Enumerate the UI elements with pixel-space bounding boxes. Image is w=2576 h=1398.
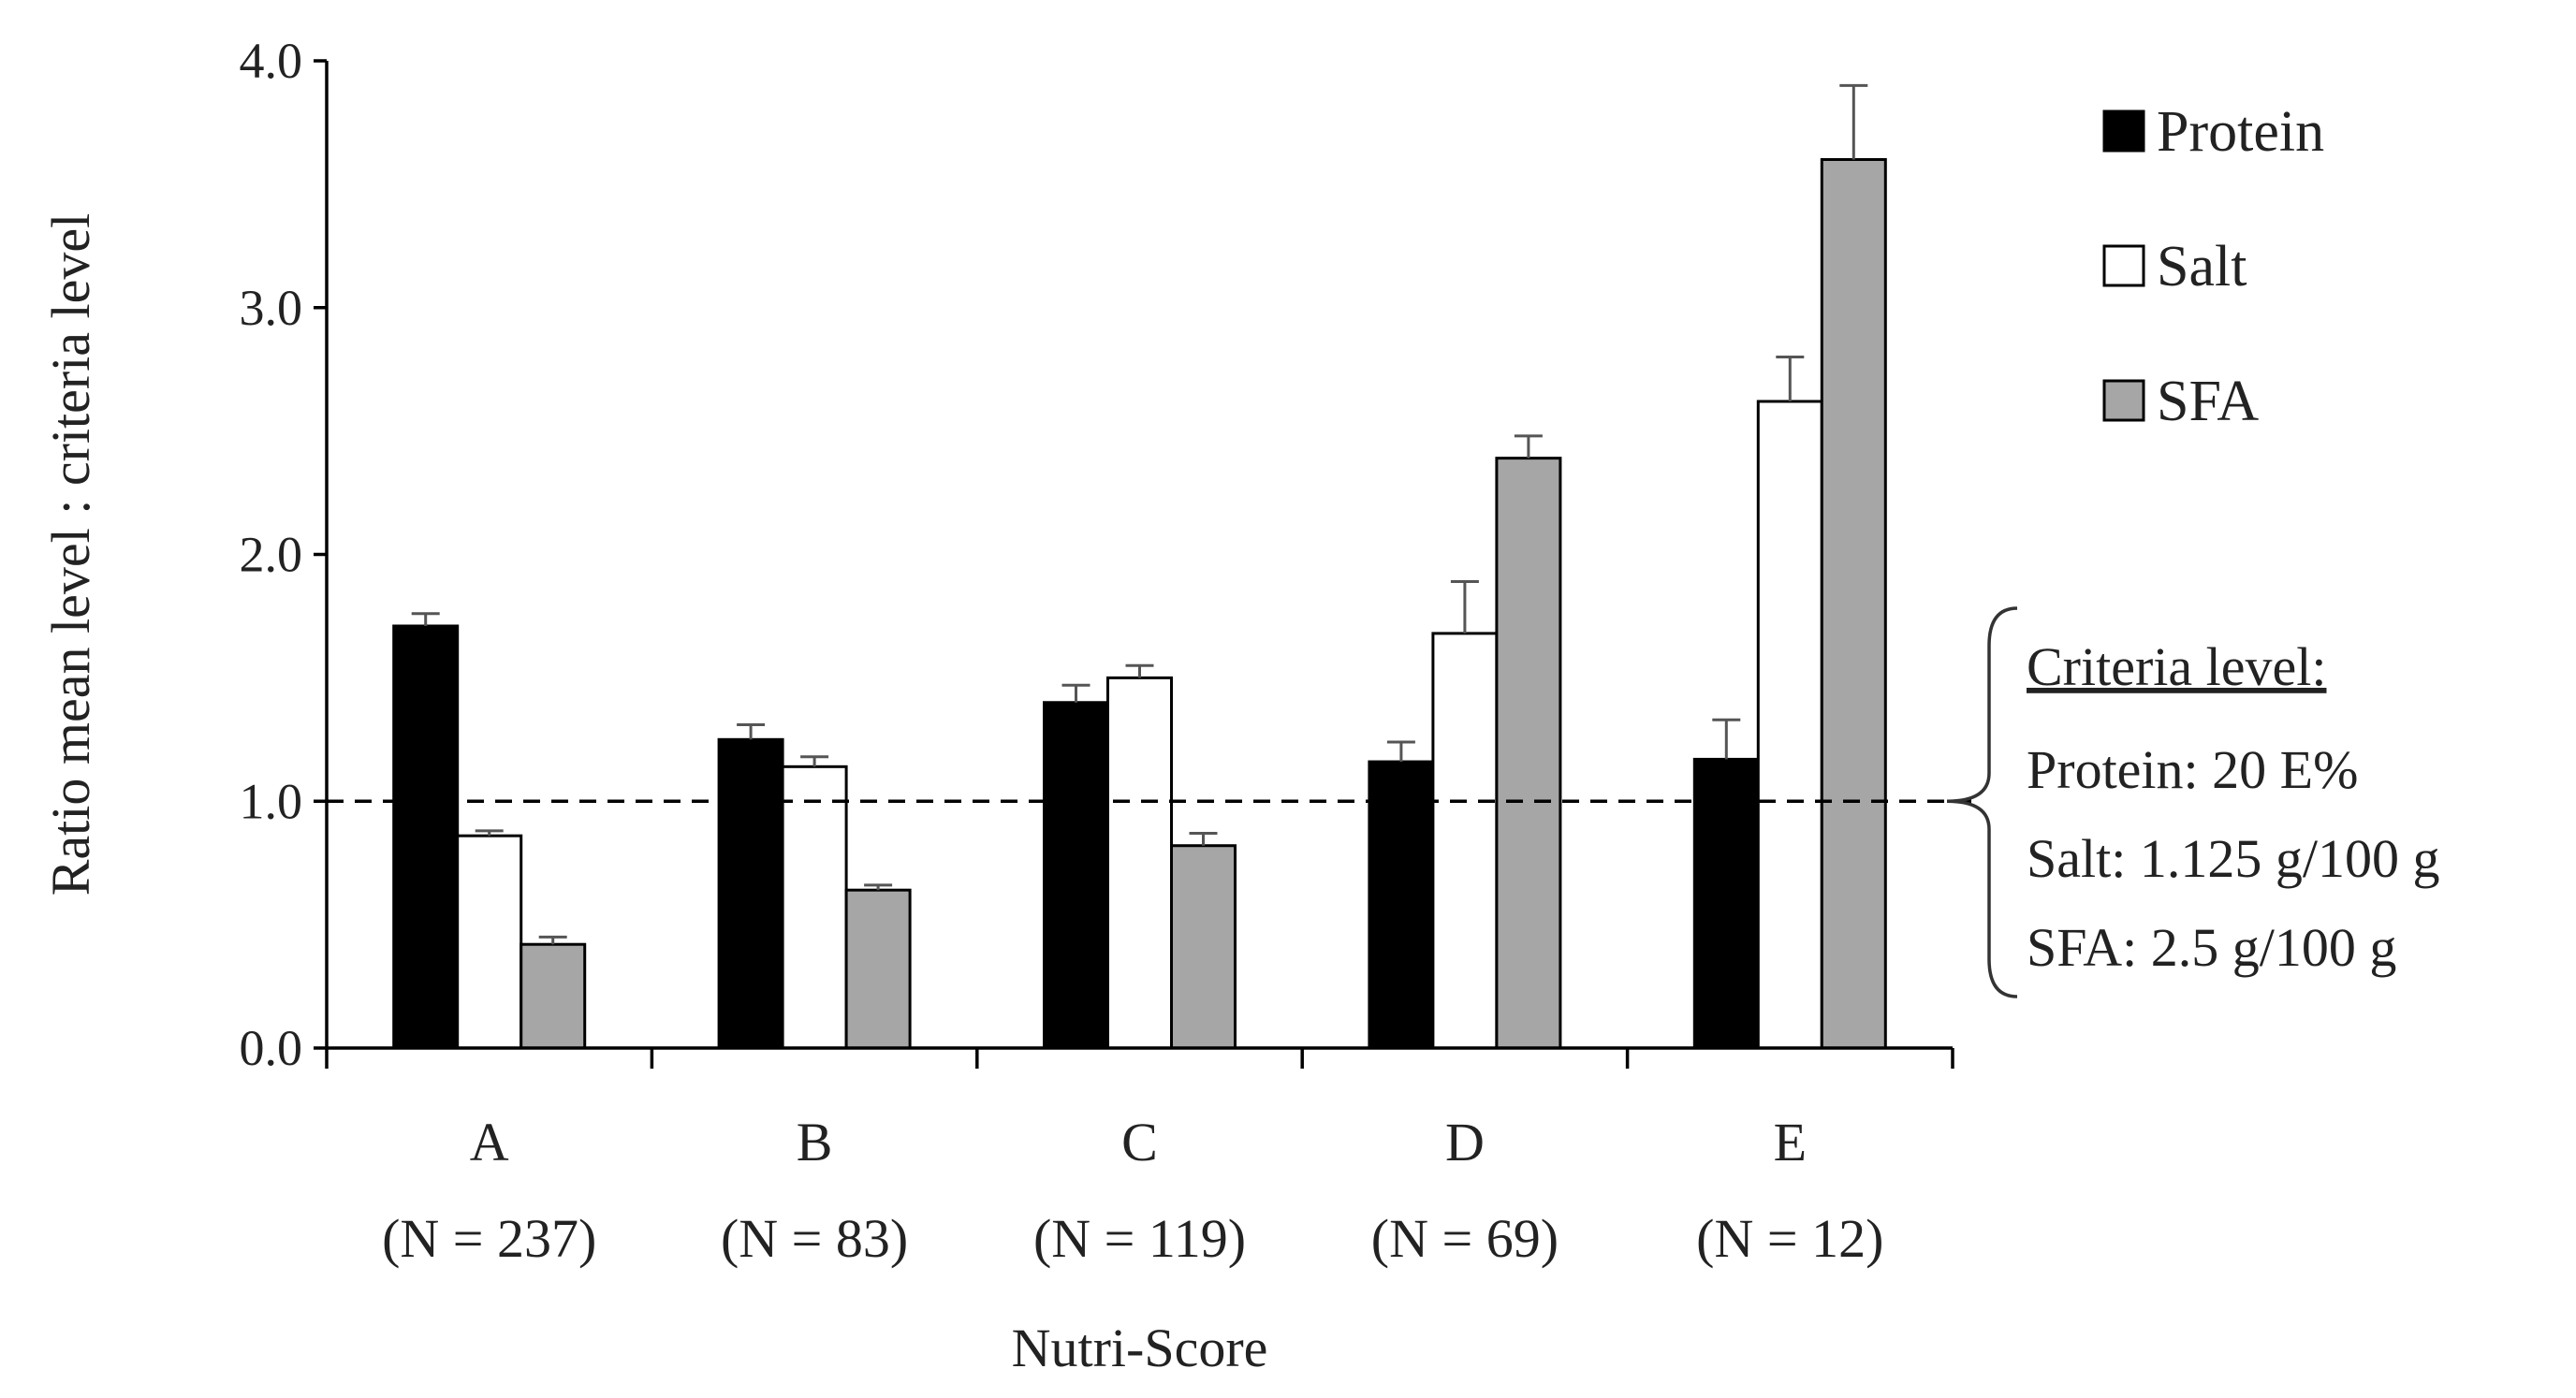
legend: Protein Salt SFA [2102,100,2324,433]
bar-protein-e [1692,757,1760,1050]
axes-layer: 0.0 1.0 2.0 3.0 4.0 A (N = 237) B (N = 83) C (N = … [240,33,1954,1269]
bar-sfa-a [520,942,587,1050]
bar-sfa-d [1495,457,1562,1050]
x-category-label: B [797,1112,833,1172]
criteria-title: Criteria level: [2027,636,2326,697]
x-category-label: A [470,1112,509,1172]
legend-label-salt: Salt [2157,235,2247,299]
legend-swatch-protein [2102,109,2145,153]
criteria-annotation: Criteria level: Protein: 20 E% Salt: 1.1… [1946,606,2439,998]
x-category-count: (N = 237) [382,1208,596,1269]
criteria-line-salt: Salt: 1.125 g/100 g [2027,828,2439,889]
bar-protein-d [1368,760,1435,1050]
criteria-line-sfa: SFA: 2.5 g/100 g [2027,917,2396,978]
bar-protein-a [392,624,460,1050]
x-category-count: (N = 12) [1696,1208,1883,1269]
x-category-label: C [1121,1112,1158,1172]
criteria-line-protein: Protein: 20 E% [2027,739,2358,800]
y-tick-label: 1.0 [240,773,303,829]
y-tick-label: 4.0 [240,33,303,89]
legend-swatch-salt [2102,244,2145,287]
bar-salt-b [781,765,848,1050]
y-tick-label: 2.0 [240,527,303,583]
bars-layer [392,83,1887,1050]
x-category-count: (N = 69) [1371,1208,1559,1269]
curly-brace-icon [1946,606,2018,998]
bar-sfa-e [1820,158,1887,1050]
bar-sfa-c [1170,844,1237,1050]
bar-salt-c [1106,676,1173,1050]
x-category-count: (N = 83) [721,1208,908,1269]
legend-label-sfa: SFA [2157,370,2259,433]
x-category-label: E [1774,1112,1807,1172]
bar-sfa-b [844,888,912,1050]
x-category-count: (N = 119) [1033,1208,1246,1269]
bar-salt-d [1431,632,1499,1050]
legend-swatch-sfa [2102,379,2145,422]
bar-salt-a [456,834,523,1050]
y-axis-title: Ratio mean level : criteria level [40,213,101,896]
x-axis-title: Nutri-Score [1012,1318,1268,1378]
legend-label-protein: Protein [2157,100,2324,164]
y-tick-label: 0.0 [240,1020,303,1076]
y-tick-label: 3.0 [240,280,303,336]
bar-protein-b [717,737,784,1050]
bar-salt-e [1756,400,1823,1050]
x-category-label: D [1445,1112,1485,1172]
bar-protein-c [1043,701,1109,1050]
